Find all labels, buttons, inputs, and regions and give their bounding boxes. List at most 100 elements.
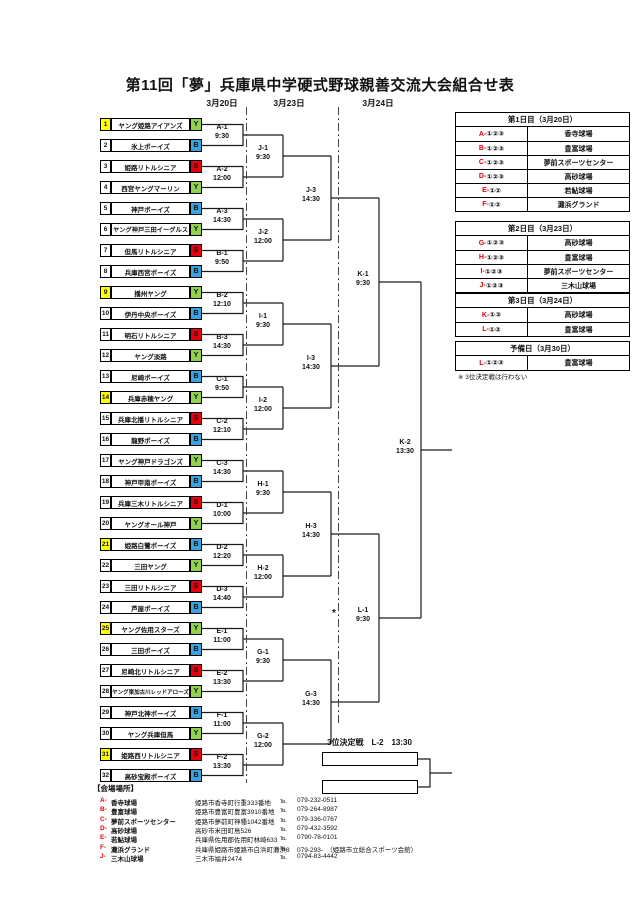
- schedule-code-rounds: ①②: [489, 187, 501, 195]
- match-code: L-1: [357, 607, 369, 614]
- team-name: ヤング姫路アイアンズ: [111, 118, 190, 131]
- legend-venue: 若鮎球場: [111, 837, 137, 845]
- match-time: 14:30: [213, 217, 231, 224]
- match-code: F-1: [216, 712, 228, 719]
- schedule-table: 第2日目（3月23日） G- ①②③ 高砂球場 H- ①②③ 豊富球場 I- ①②③ 夢前スポーツ…: [455, 221, 630, 293]
- schedule-code-letter: K-: [481, 311, 490, 319]
- team-number: 9: [100, 286, 111, 299]
- league-badge: Y: [190, 559, 202, 572]
- team-number: 20: [100, 517, 111, 530]
- schedule-match-code: H- ①②③: [456, 251, 528, 264]
- schedule-venue: 香寺球場: [564, 131, 593, 138]
- tel-icon: ℡: [280, 825, 287, 833]
- schedule-row: E- ①② 若鮎球場: [456, 183, 629, 197]
- match-label: B-3 14:30: [199, 333, 245, 351]
- match-time: 9:30: [214, 133, 229, 140]
- match-time: 12:00: [254, 574, 272, 581]
- match-time: 9:50: [214, 259, 229, 266]
- schedule-match-code: E- ①②: [456, 184, 528, 197]
- match-time: 12:00: [254, 238, 272, 245]
- legend-code: A-: [100, 797, 107, 804]
- schedule-table: 予備日（3月30日） L- ①②③ 豊富球場: [455, 341, 630, 371]
- match-label: H-2 12:00: [240, 564, 286, 582]
- legend-venue: 香寺球場: [111, 800, 137, 807]
- team-name: ヤングオール神戸: [111, 517, 190, 530]
- match-label: H-1 9:30: [240, 480, 286, 498]
- league-badge: Y: [190, 517, 202, 530]
- schedule-table: 第1日目（3月20日） A- ①②③ 香寺球場 B- ①②③ 豊富球場 C- ①②③ 夢前スポーツ…: [455, 112, 630, 212]
- legend-address: 姫路市香寺町行重333番地: [195, 800, 271, 807]
- schedule-venue: 夢前スポーツセンター: [543, 159, 614, 167]
- match-time: 11:00: [213, 721, 231, 728]
- date-header-day1: 3月20日: [206, 98, 238, 108]
- team-name: 伊丹中央ボーイズ: [111, 307, 190, 320]
- team-number: 31: [100, 748, 111, 761]
- match-code: J-2: [257, 229, 269, 236]
- league-badge: B: [190, 202, 202, 215]
- team-number: 25: [100, 622, 111, 635]
- league-badge: Y: [190, 223, 202, 236]
- team-number: 4: [100, 181, 111, 194]
- schedule-match-code: A- ①②③: [456, 127, 528, 141]
- league-badge: B: [190, 643, 202, 656]
- match-label: F-1 11:00: [199, 711, 245, 729]
- team-number: 24: [100, 601, 111, 614]
- schedule-code-letter: B-: [478, 145, 487, 152]
- match-label: A-2 12:00: [199, 165, 245, 183]
- team-name: 姫路リトルシニア: [111, 160, 190, 173]
- schedule-venue: 豊富球場: [564, 145, 593, 153]
- schedule-venue: 灘浜グランド: [557, 201, 600, 209]
- league-badge: Y: [190, 727, 202, 740]
- schedule-code-letter: L-: [482, 326, 489, 333]
- match-code: A-3: [216, 208, 228, 215]
- schedule-table-title: 第3日目（3月24日）: [456, 294, 629, 308]
- schedule-venue: 若鮎球場: [564, 187, 593, 195]
- legend-address: 兵庫県佐用郡佐用町林崎633: [195, 837, 278, 845]
- team-number: 7: [100, 244, 111, 257]
- schedule-row: I- ①②③ 夢前スポーツセンター: [456, 264, 629, 278]
- schedule-match-code: D- ①②③: [456, 170, 528, 183]
- legend-tel-number: 0794-83-4442: [297, 852, 338, 860]
- match-time: 9:30: [355, 616, 370, 623]
- tel-icon: ℡: [280, 807, 287, 815]
- third-place-label: 3位決定戦 L-2 13:30: [327, 737, 420, 748]
- team-number: 21: [100, 538, 111, 551]
- league-badge: B: [190, 538, 202, 551]
- league-badge: S: [190, 748, 202, 761]
- team-number: 27: [100, 664, 111, 677]
- schedule-table: 第3日目（3月24日） K- ①② 高砂球場 L- ①② 豊富球場: [455, 293, 630, 337]
- team-name: 姫路白鷺ボーイズ: [111, 538, 190, 551]
- legend-tel-number: 079-232-0511: [297, 797, 337, 804]
- team-number: 14: [100, 391, 111, 404]
- legend-address: 兵庫県姫路市姫路市白浜町灘浜8: [195, 846, 290, 854]
- match-time: 9:30: [355, 280, 370, 287]
- match-code: I-2: [258, 397, 268, 404]
- league-badge: S: [190, 412, 202, 425]
- match-label: A-1 9:30: [199, 123, 245, 141]
- date-header-day3: 3月24日: [362, 98, 394, 108]
- league-badge: S: [190, 580, 202, 593]
- team-name: 龍野ボーイズ: [111, 433, 190, 446]
- match-label: I-2 12:00: [240, 396, 286, 414]
- team-number: 26: [100, 643, 111, 656]
- schedule-code-letter: F-: [482, 201, 489, 208]
- match-code: H-3: [305, 523, 317, 530]
- third-place-title: 3位決定戦: [327, 738, 364, 747]
- team-number: 12: [100, 349, 111, 362]
- league-badge: Y: [190, 622, 202, 635]
- league-badge: B: [190, 307, 202, 320]
- match-code: G-1: [257, 649, 269, 656]
- match-label: G-1 9:30: [240, 648, 286, 666]
- team-number: 17: [100, 454, 111, 467]
- third-place-slot-1: [322, 752, 418, 766]
- schedule-code-rounds: ①②③: [486, 254, 505, 262]
- match-time: 13:30: [213, 679, 231, 686]
- match-code: E-1: [216, 628, 228, 635]
- legend-address: 三木市福井2474: [195, 855, 242, 863]
- match-label: C-1 9:50: [199, 375, 245, 393]
- legend-venue: 高砂球場: [111, 827, 137, 835]
- schedule-venue: 高砂球場: [564, 173, 593, 181]
- legend-venue: 夢前スポーツセンター: [111, 818, 176, 826]
- match-code: C-2: [216, 418, 228, 425]
